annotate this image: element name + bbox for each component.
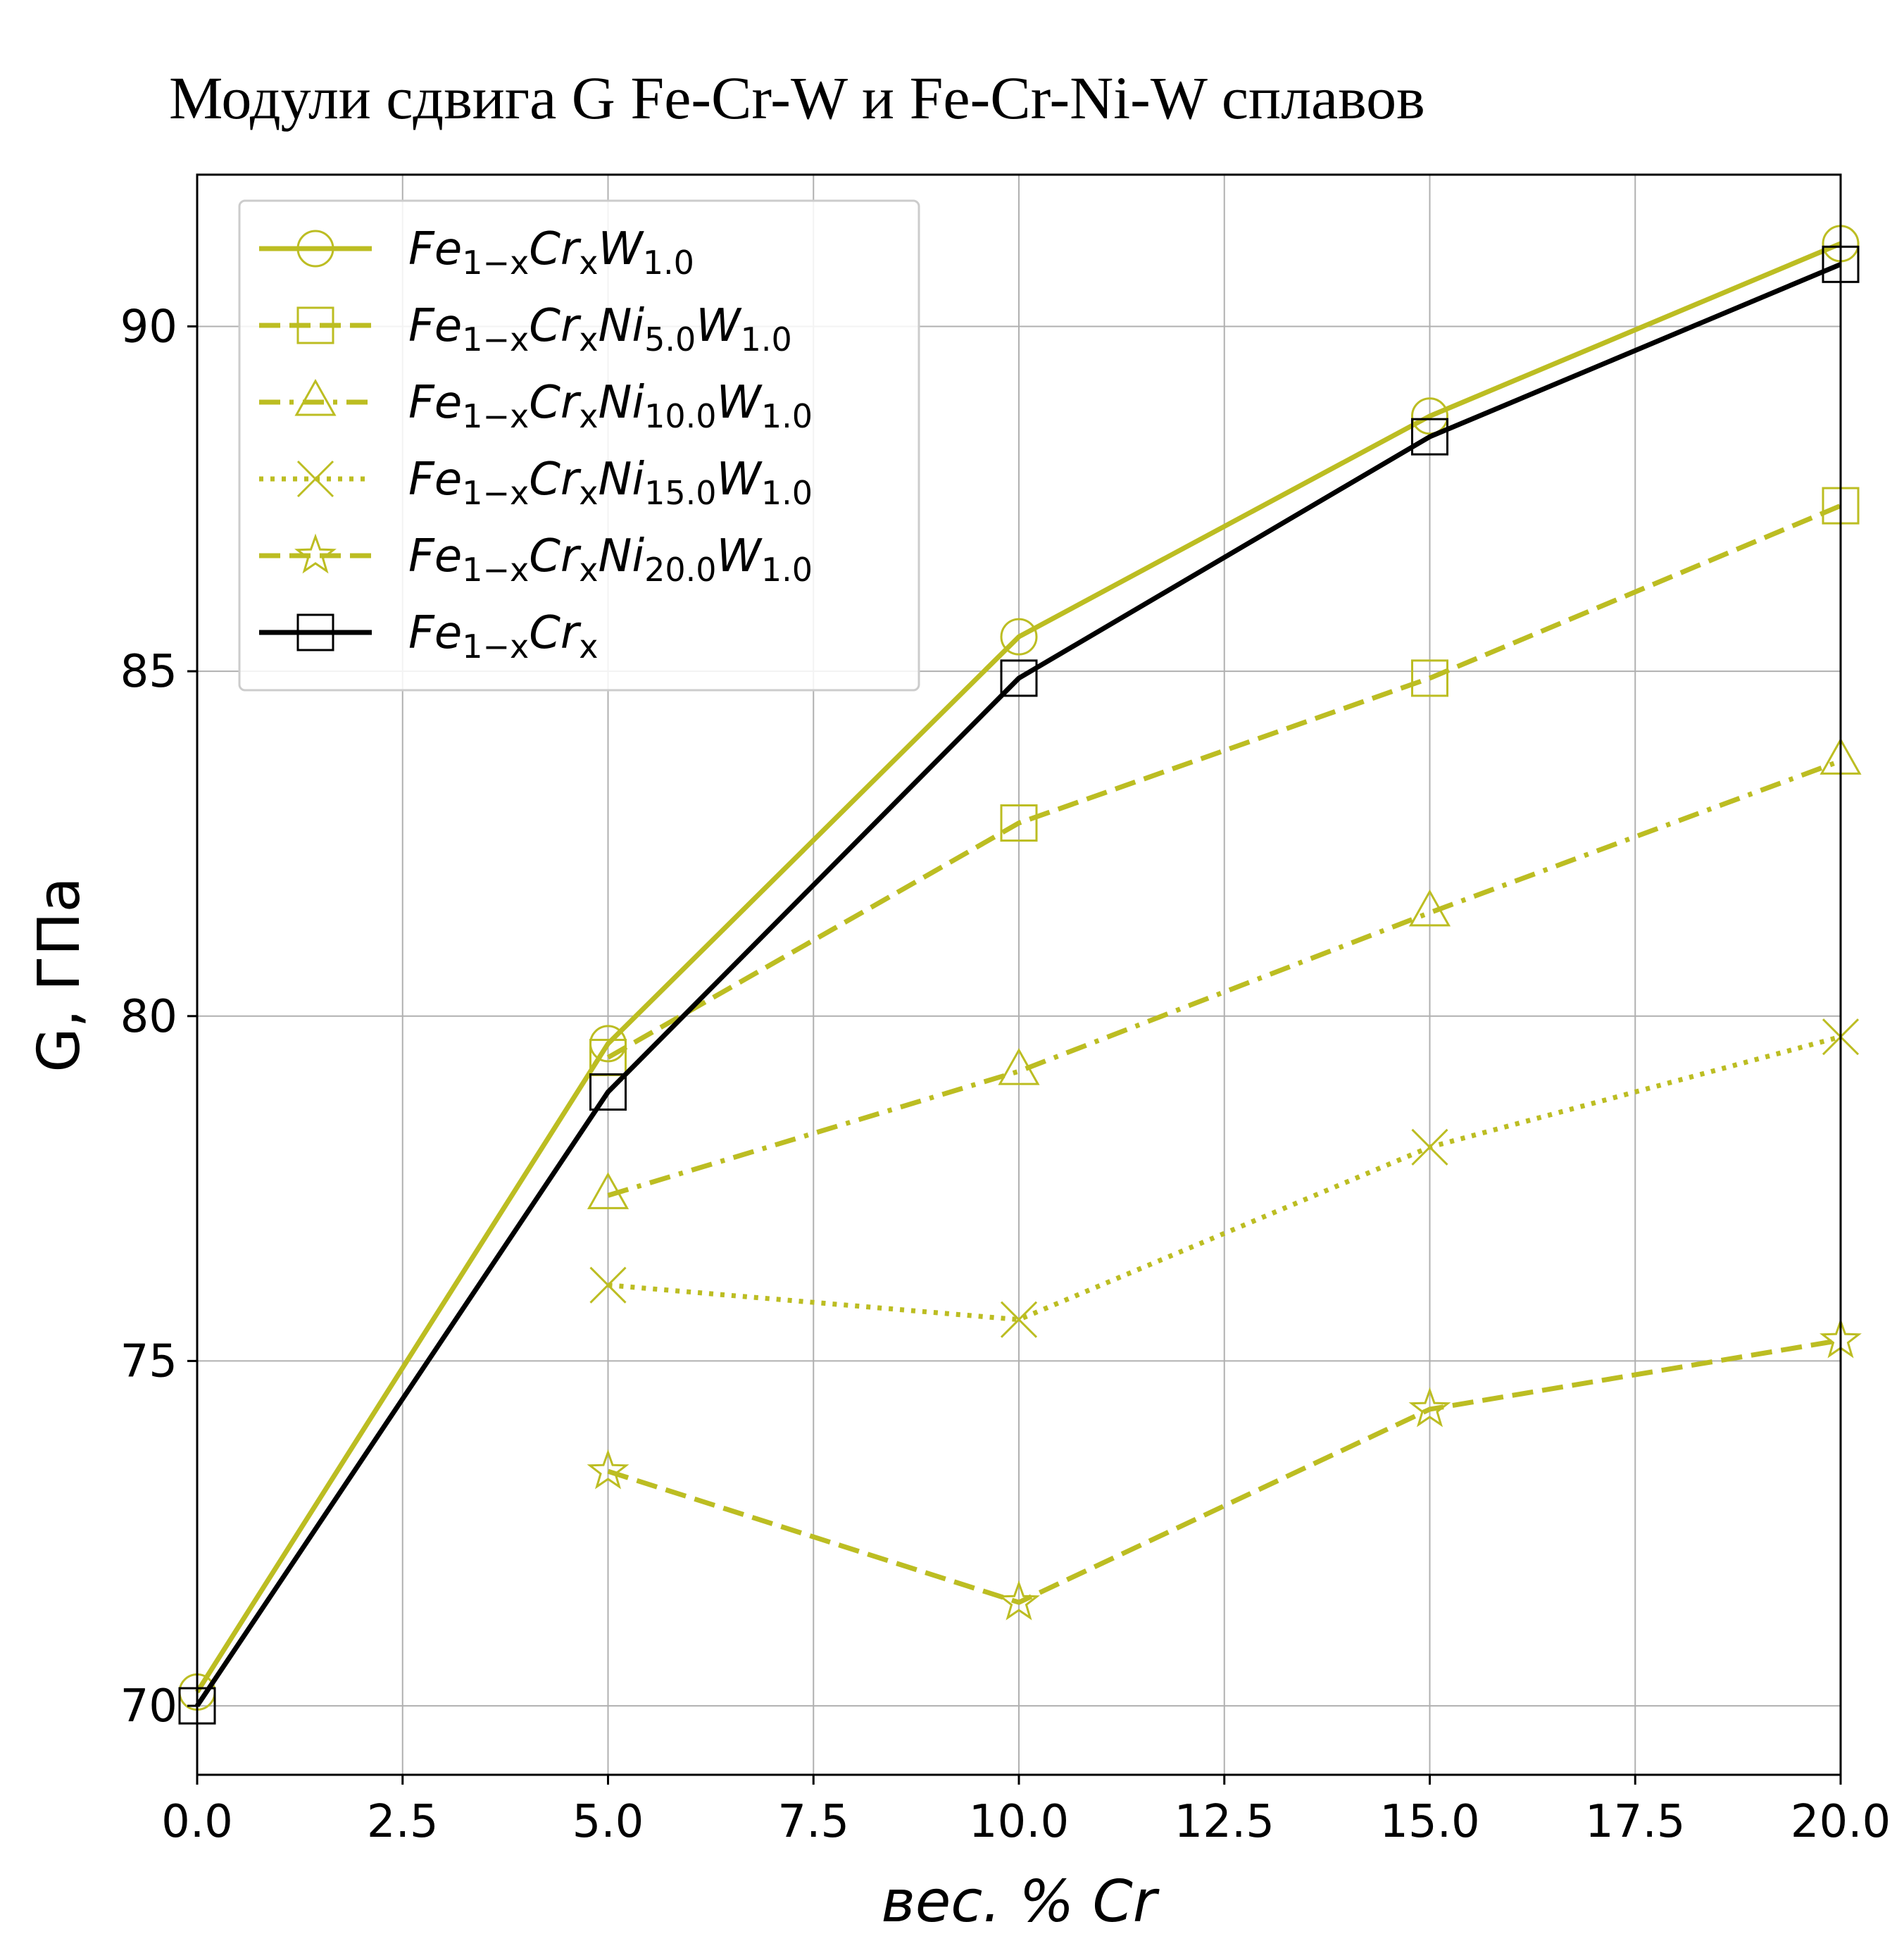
x-axis-label: вес. % Cr [882,1868,1160,1935]
x-tick-label: 20.0 [1791,1796,1891,1848]
data-point [1411,659,1448,697]
x-tick-label: 10.0 [969,1796,1070,1848]
legend-label: Fe1−xCrxNi20.0W1.0 [408,530,813,589]
legend-entry: Fe1−xCrxNi20.0W1.0 [259,530,813,589]
legend-entry: Fe1−xCrxNi15.0W1.0 [259,454,813,512]
legend-entry: Fe1−xCrxW1.0 [259,223,694,282]
data-point [587,1449,630,1490]
legend-marker [294,533,337,574]
data-point [998,1048,1040,1085]
x-tick-label: 15.0 [1379,1796,1480,1848]
legend-box [238,199,920,692]
data-point [1411,397,1448,435]
y-tick-label: 75 [120,1335,177,1387]
x-tick-label: 2.5 [367,1796,439,1848]
series-line [608,1034,1841,1323]
x-tick-label: 0.0 [161,1796,233,1848]
y-tick-label: 85 [120,646,177,698]
legend-marker [294,378,337,416]
data-point [1408,1387,1451,1428]
chart-title: Модули сдвига G Fe-Cr-W и Fe-Cr-Ni-W спл… [169,64,1425,132]
data-point [589,1266,627,1304]
data-point [1411,1128,1448,1166]
y-tick-label: 90 [120,301,177,353]
legend-entry: Fe1−xCrx [259,607,598,666]
x-tick-label: 5.0 [572,1796,644,1848]
series-layer [178,225,1862,1725]
legend-marker [296,306,334,344]
data-point [587,1172,630,1209]
y-tick-label: 80 [120,991,177,1043]
series-line [195,262,1842,1708]
legend-entry: Fe1−xCrxNi10.0W1.0 [259,377,813,435]
y-tick-label: 70 [120,1680,177,1733]
x-tick-label: 7.5 [777,1796,849,1848]
grid [196,175,1841,1775]
series-line [606,503,1842,1060]
legend-label: Fe1−xCrxNi5.0W1.0 [408,300,792,358]
legend-marker [296,230,334,268]
data-point [1000,804,1038,842]
data-point [998,1580,1040,1621]
data-point [1411,418,1448,456]
x-tick-label: 12.5 [1175,1796,1275,1848]
y-axis-label: G, ГПа [26,877,93,1073]
legend-label: Fe1−xCrx [408,607,598,666]
legend-marker [296,613,334,651]
x-tick-label: 17.5 [1585,1796,1686,1848]
data-point [589,1073,627,1111]
series-line [195,241,1842,1694]
legend-entry: Fe1−xCrxNi5.0W1.0 [259,300,792,358]
series-line [607,1337,1841,1605]
legend-label: Fe1−xCrxNi10.0W1.0 [408,377,813,435]
data-point [1000,659,1038,697]
legend-label: Fe1−xCrxW1.0 [408,223,694,282]
legend-label: Fe1−xCrxNi15.0W1.0 [408,454,813,512]
data-point [1408,889,1451,927]
ticks: 0.0 2.5 5.0 7.5 10.0 12.5 15.0 17.5 20.0 70 75 80 85… [120,301,1891,1848]
data-point [1000,1301,1038,1338]
legend: Fe1−xCrxW1.0 Fe1−xCrxNi5.0W1.0 Fe1−xCrxNi1… [238,199,920,692]
legend-marker [296,460,334,498]
data-point [1000,618,1038,656]
